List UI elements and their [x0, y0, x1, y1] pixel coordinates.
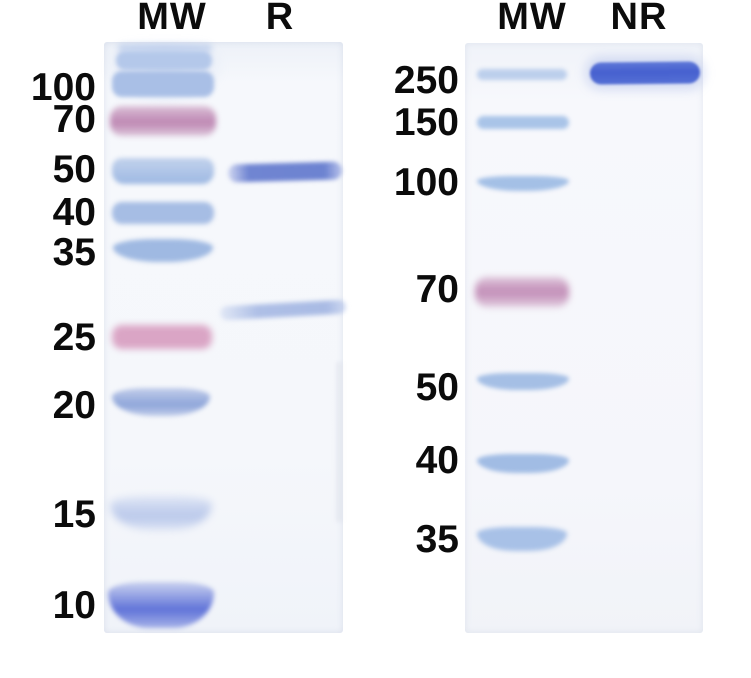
lane-header-nr: NR [610, 0, 668, 38]
ladder-label-35-left: 35 [52, 231, 96, 274]
marker-band-150-left [116, 51, 212, 70]
gel-panel-reduced [104, 42, 347, 633]
marker-band-70-left-pink [110, 106, 216, 136]
ladder-label-15-left: 15 [52, 493, 96, 536]
ladder-label-10-left: 10 [52, 584, 96, 627]
ladder-label-70-right: 70 [415, 268, 459, 311]
ladder-label-50-right: 50 [415, 366, 459, 409]
gel-edge-artifact [336, 362, 342, 522]
marker-band-100-right [477, 176, 569, 191]
marker-band-150-right [477, 116, 569, 129]
ladder-label-100-left: 100 [30, 66, 96, 109]
marker-band-100-left [112, 71, 214, 97]
marker-band-20-left [112, 388, 210, 416]
marker-band-top-sliver [118, 44, 212, 52]
sample-band-intact-igg-nr [589, 61, 701, 85]
marker-band-15-left [110, 496, 212, 530]
ladder-label-70-left: 70 [52, 98, 96, 141]
ladder-label-40-left: 40 [52, 191, 96, 234]
marker-band-10-left [108, 582, 214, 628]
ladder-label-50-left: 50 [52, 148, 96, 191]
ladder-label-20-left: 20 [52, 384, 96, 427]
marker-band-70-right-pink [475, 277, 569, 307]
marker-band-35-left [113, 239, 213, 262]
sample-band-light-chain-r [219, 299, 347, 321]
lane-header-r: R [265, 0, 295, 38]
ladder-label-25-left: 25 [52, 316, 96, 359]
ladder-label-100-right: 100 [393, 161, 459, 204]
ladder-label-35-right: 35 [415, 518, 459, 561]
marker-band-35-right [477, 527, 567, 551]
marker-band-250-right [477, 69, 567, 80]
ladder-label-40-right: 40 [415, 439, 459, 482]
gel-panel-non-reduced [465, 43, 705, 633]
marker-band-25-left-pink [112, 325, 212, 349]
ladder-label-250-right: 250 [393, 59, 459, 102]
marker-band-40-right [477, 454, 569, 473]
marker-band-40-left [112, 202, 214, 224]
marker-band-50-left [112, 158, 214, 184]
ladder-label-150-right: 150 [393, 101, 459, 144]
lane-header-mw-left: MW [137, 0, 207, 38]
sample-band-heavy-chain-r [227, 161, 343, 183]
marker-band-50-right [477, 373, 569, 390]
lane-header-mw-right: MW [497, 0, 567, 38]
